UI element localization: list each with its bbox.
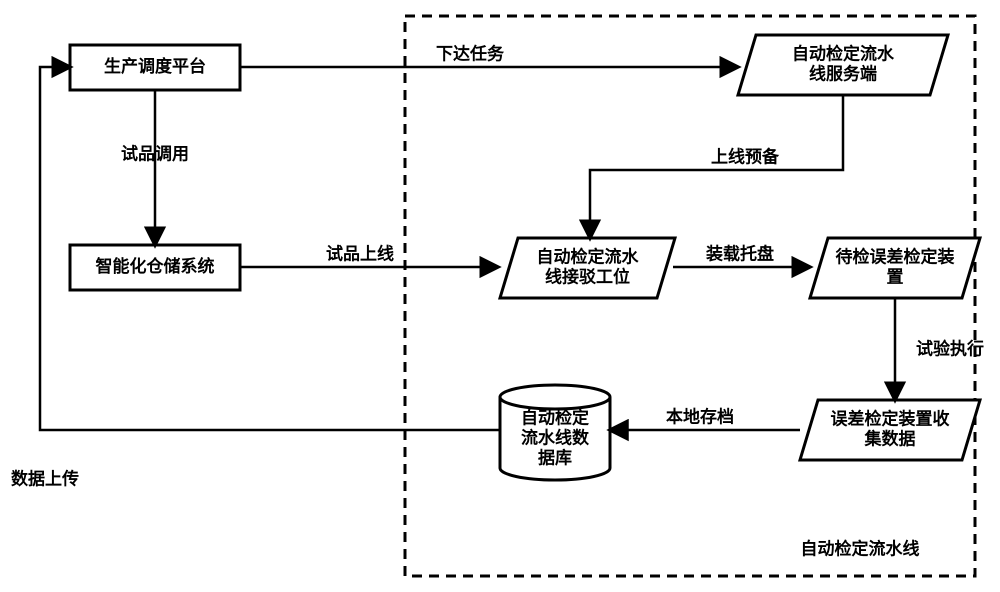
node-n7-label: 流水线数 <box>521 427 590 447</box>
node-n5-label: 待检误差检定装 <box>836 246 955 266</box>
node-n4-label: 自动检定流水 <box>537 246 640 266</box>
node-n1-label: 生产调度平台 <box>104 56 206 76</box>
edge-e7-label: 本地存档 <box>666 406 734 426</box>
edge-e4 <box>590 95 843 238</box>
group-label: 自动检定流水线 <box>801 538 920 558</box>
node-n2-label: 智能化仓储系统 <box>96 256 215 276</box>
edge-e8-label: 数据上传 <box>11 468 79 488</box>
edge-e3-label: 试品上线 <box>326 243 394 263</box>
node-n6-label: 集数据 <box>864 428 916 448</box>
edge-e2-label: 试品调用 <box>121 144 189 163</box>
node-n5-label: 置 <box>887 267 904 286</box>
edge-e5-label: 装载托盘 <box>705 243 774 263</box>
node-n4-label: 线接驳工位 <box>545 266 630 286</box>
node-n3-label: 线服务端 <box>809 63 877 83</box>
edge-e4-label: 上线预备 <box>711 146 780 166</box>
node-n3-label: 自动检定流水 <box>792 43 895 63</box>
edge-e6-label: 试验执行 <box>916 338 984 358</box>
node-n7-label: 据库 <box>538 447 572 467</box>
node-n6-label: 误差检定装置收 <box>831 408 950 428</box>
node-n7-label: 自动检定 <box>521 407 589 427</box>
edge-e1-label: 下达任务 <box>436 43 505 63</box>
node-n7-top <box>500 385 610 409</box>
